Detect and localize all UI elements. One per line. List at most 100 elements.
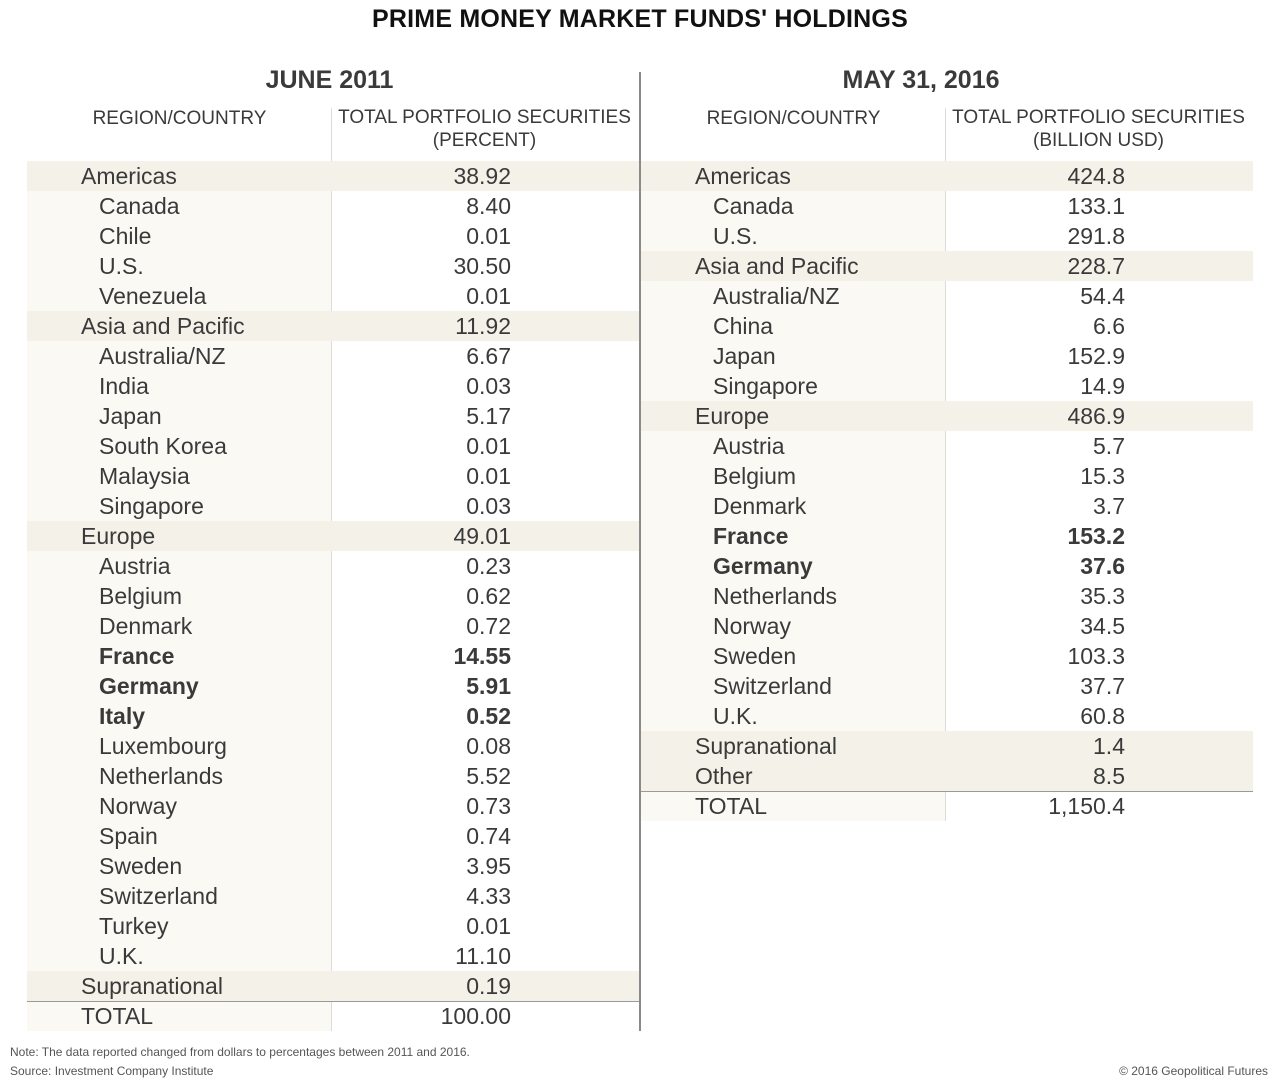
region-row: Asia and Pacific 228.7 bbox=[641, 251, 1253, 281]
country-row: Denmark 0.72 bbox=[27, 611, 639, 641]
country-row: Germany 5.91 bbox=[27, 671, 639, 701]
table-title: JUNE 2011 bbox=[265, 66, 394, 94]
row-value: 152.9 bbox=[1067, 343, 1125, 369]
row-value: 0.74 bbox=[466, 823, 511, 849]
row-value: 5.17 bbox=[466, 403, 511, 429]
total-row: TOTAL 100.00 bbox=[27, 1001, 639, 1032]
row-label: Venezuela bbox=[99, 283, 207, 309]
country-row: U.S. 30.50 bbox=[27, 251, 639, 281]
country-row: France 153.2 bbox=[641, 521, 1253, 551]
country-row: South Korea 0.01 bbox=[27, 431, 639, 461]
row-value: 0.03 bbox=[466, 373, 511, 399]
country-row: Venezuela 0.01 bbox=[27, 281, 639, 311]
row-label: Netherlands bbox=[713, 583, 838, 609]
column-header-region: REGION/COUNTRY bbox=[92, 108, 267, 129]
row-label: Chile bbox=[99, 223, 152, 249]
row-label: Europe bbox=[81, 523, 156, 549]
row-value: 3.7 bbox=[1093, 493, 1125, 519]
row-value: 14.9 bbox=[1080, 373, 1125, 399]
row-value: 0.62 bbox=[466, 583, 511, 609]
row-label: Europe bbox=[695, 403, 770, 429]
country-row: U.S. 291.8 bbox=[641, 221, 1253, 251]
country-row: Netherlands 35.3 bbox=[641, 581, 1253, 611]
row-value: 228.7 bbox=[1067, 253, 1125, 279]
country-row: Norway 34.5 bbox=[641, 611, 1253, 641]
row-value: 0.03 bbox=[466, 493, 511, 519]
row-value: 8.40 bbox=[466, 193, 511, 219]
row-value: 34.5 bbox=[1080, 613, 1125, 639]
row-label: India bbox=[99, 373, 149, 399]
country-row: Sweden 103.3 bbox=[641, 641, 1253, 671]
row-label: Asia and Pacific bbox=[81, 313, 245, 339]
row-label: TOTAL bbox=[81, 1003, 153, 1029]
row-label: Singapore bbox=[99, 493, 204, 519]
country-row: China 6.6 bbox=[641, 311, 1253, 341]
row-value: 37.6 bbox=[1080, 553, 1125, 579]
row-value: 15.3 bbox=[1080, 463, 1125, 489]
row-label: Germany bbox=[713, 553, 813, 579]
country-row: Malaysia 0.01 bbox=[27, 461, 639, 491]
row-value: 14.55 bbox=[453, 643, 511, 669]
row-label: Canada bbox=[713, 193, 794, 219]
row-label: Belgium bbox=[99, 583, 183, 609]
country-row: Australia/NZ 54.4 bbox=[641, 281, 1253, 311]
row-value: 100.00 bbox=[440, 1003, 511, 1029]
row-value: 38.92 bbox=[453, 163, 511, 189]
row-value: 0.01 bbox=[466, 283, 511, 309]
row-value: 30.50 bbox=[453, 253, 511, 279]
row-value: 0.01 bbox=[466, 223, 511, 249]
row-value: 8.5 bbox=[1093, 763, 1125, 789]
row-value: 35.3 bbox=[1080, 583, 1125, 609]
country-row: Denmark 3.7 bbox=[641, 491, 1253, 521]
country-row: Germany 37.6 bbox=[641, 551, 1253, 581]
region-row: Europe 49.01 bbox=[27, 521, 639, 551]
country-row: Austria 0.23 bbox=[27, 551, 639, 581]
row-value: 11.10 bbox=[455, 943, 511, 969]
row-label: Australia/NZ bbox=[99, 343, 226, 369]
country-row: U.K. 60.8 bbox=[641, 701, 1253, 731]
column-header-value: TOTAL PORTFOLIO SECURITIES (PERCENT) bbox=[332, 106, 637, 152]
region-row: Americas 38.92 bbox=[27, 161, 639, 191]
row-value: 5.52 bbox=[466, 763, 511, 789]
region-row: Americas 424.8 bbox=[641, 161, 1253, 191]
country-row: Chile 0.01 bbox=[27, 221, 639, 251]
row-value: 1,150.4 bbox=[1048, 793, 1125, 819]
row-label: Asia and Pacific bbox=[695, 253, 859, 279]
row-value: 0.01 bbox=[466, 433, 511, 459]
table-title: MAY 31, 2016 bbox=[842, 66, 1000, 94]
country-row: Norway 0.73 bbox=[27, 791, 639, 821]
row-label: Other bbox=[695, 763, 753, 789]
table-body: Americas 38.92 Canada 8.40 Chile 0.01 U.S. 30.5… bbox=[27, 161, 639, 1032]
column-header-value-line-2: (PERCENT) bbox=[432, 130, 537, 151]
row-value: 60.8 bbox=[1080, 703, 1125, 729]
country-row: Italy 0.52 bbox=[27, 701, 639, 731]
row-label: Italy bbox=[99, 703, 146, 729]
row-label: Denmark bbox=[99, 613, 193, 639]
country-row: Turkey 0.01 bbox=[27, 911, 639, 941]
column-header-value-line-1: TOTAL PORTFOLIO SECURITIES bbox=[338, 107, 631, 128]
row-value: 6.6 bbox=[1093, 313, 1125, 339]
row-label: Japan bbox=[99, 403, 162, 429]
row-label: Germany bbox=[99, 673, 199, 699]
row-label: Norway bbox=[99, 793, 177, 819]
source-note: Source: Investment Company Institute bbox=[10, 1064, 214, 1078]
region-row: Other 8.5 bbox=[641, 761, 1253, 791]
copyright-note: © 2016 Geopolitical Futures bbox=[1119, 1064, 1268, 1078]
row-label: Singapore bbox=[713, 373, 818, 399]
row-value: 5.91 bbox=[466, 673, 511, 699]
column-separator bbox=[945, 108, 946, 821]
row-label: Japan bbox=[713, 343, 776, 369]
row-value: 0.52 bbox=[466, 703, 511, 729]
row-label: U.K. bbox=[99, 943, 144, 969]
row-label: Sweden bbox=[99, 853, 183, 879]
row-value: 6.67 bbox=[466, 343, 511, 369]
column-header-value: TOTAL PORTFOLIO SECURITIES (BILLION USD) bbox=[946, 106, 1251, 152]
row-label: Denmark bbox=[713, 493, 807, 519]
row-label: Americas bbox=[695, 163, 791, 189]
region-row: Supranational 1.4 bbox=[641, 731, 1253, 761]
row-value: 486.9 bbox=[1067, 403, 1125, 429]
row-label: Sweden bbox=[713, 643, 797, 669]
country-row: Japan 152.9 bbox=[641, 341, 1253, 371]
row-label: Switzerland bbox=[713, 673, 832, 699]
row-value: 3.95 bbox=[466, 853, 511, 879]
